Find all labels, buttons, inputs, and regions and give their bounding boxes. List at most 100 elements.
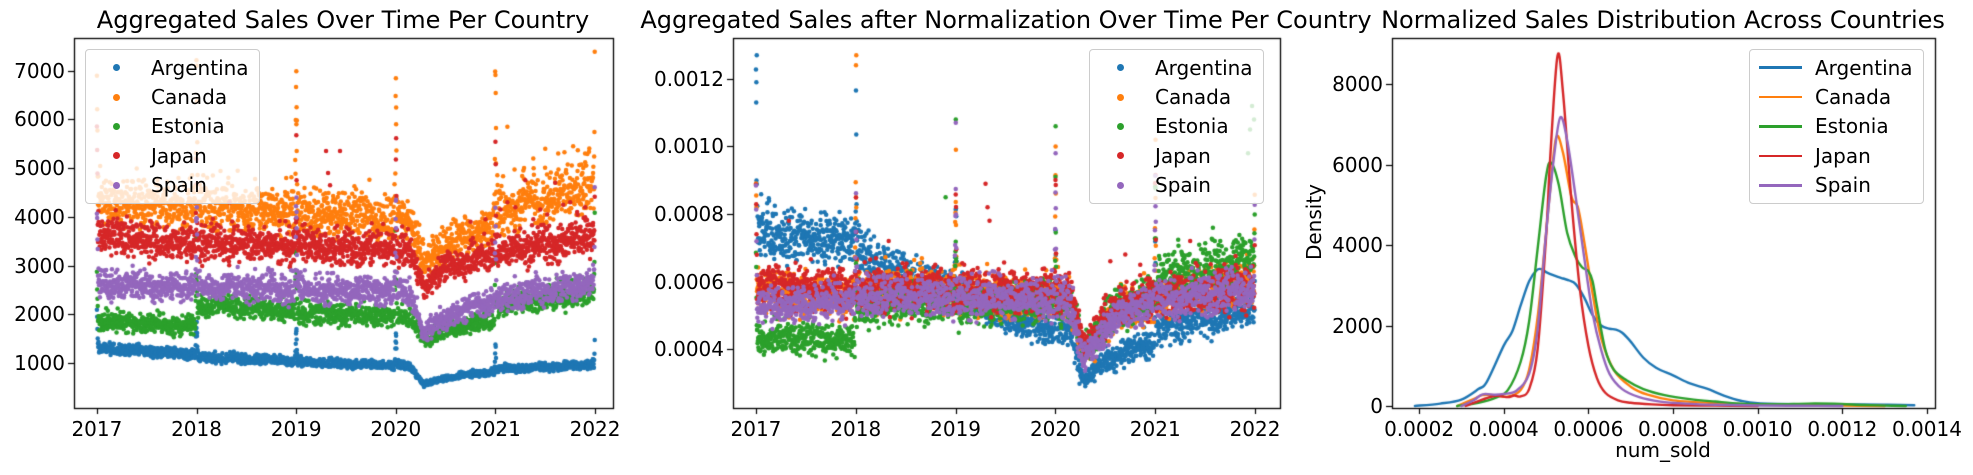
legend-label: Spain: [1155, 173, 1211, 198]
swatch-color: [1116, 64, 1124, 72]
legend-entry-canada: Canada: [86, 82, 259, 111]
x-tick-label: 2022: [1229, 417, 1281, 441]
swatch-color: [112, 122, 120, 130]
legend-line-swatch-icon: [1758, 66, 1802, 69]
x-tick-label: 2020: [370, 417, 422, 441]
x-tick-label: 2022: [569, 417, 621, 441]
y-tick-label: 7000: [14, 58, 65, 83]
legend-label: Japan: [151, 143, 207, 168]
legend-chart1: Argentina Canada Estonia Japan Spain: [85, 49, 260, 204]
legend-dot-swatch-icon: [94, 93, 138, 101]
legend-line-swatch-icon: [1758, 183, 1802, 187]
legend-label: Japan: [1155, 143, 1211, 168]
chart2-title: Aggregated Sales after Normalization Ove…: [640, 6, 1372, 34]
x-tick-label: 0.0010: [1722, 417, 1793, 441]
legend-entry-japan: Japan: [1090, 141, 1263, 170]
legend-line-swatch-icon: [1758, 95, 1802, 99]
swatch-color: [112, 93, 120, 101]
y-tick-label: 5000: [14, 156, 65, 181]
swatch-color: [112, 64, 120, 72]
legend-dot-swatch-icon: [1098, 93, 1142, 101]
legend-dot-swatch-icon: [94, 181, 138, 189]
x-tick-label: 2018: [830, 417, 882, 441]
swatch-color: [1758, 154, 1802, 158]
y-tick-label: 2000: [1332, 313, 1383, 338]
y-tick-label: 0.0012: [654, 66, 724, 91]
x-tick-label: 0.0006: [1553, 417, 1624, 441]
swatch-color: [1758, 125, 1802, 128]
legend-label: Argentina: [1815, 55, 1913, 80]
y-tick-label: 4000: [1332, 233, 1383, 258]
y-tick-label: 3000: [14, 253, 65, 278]
swatch-color: [1116, 181, 1124, 189]
legend-label: Spain: [151, 173, 207, 198]
legend-label: Estonia: [151, 114, 225, 139]
y-axis-label-density: Density: [1302, 183, 1326, 261]
legend-label: Canada: [1155, 85, 1232, 110]
legend-line-swatch-icon: [1758, 125, 1802, 128]
legend-label: Estonia: [1155, 114, 1229, 139]
x-tick-label: 2019: [930, 417, 982, 441]
legend-dot-swatch-icon: [1098, 152, 1142, 160]
chart3-title: Normalized Sales Distribution Across Cou…: [1381, 6, 1945, 34]
swatch-color: [1116, 93, 1124, 101]
swatch-color: [1758, 66, 1802, 69]
swatch-color: [1116, 122, 1124, 130]
legend-dot-swatch-icon: [1098, 181, 1142, 189]
y-tick-label: 0.0004: [654, 337, 724, 362]
legend-entry-spain: Spain: [1750, 171, 1923, 200]
legend-label: Canada: [151, 85, 228, 110]
y-tick-label: 0.0006: [654, 269, 724, 294]
swatch-color: [1758, 95, 1802, 99]
swatch-color: [112, 181, 120, 189]
legend-label: Canada: [1815, 85, 1892, 110]
legend-entry-spain: Spain: [86, 171, 259, 200]
legend-entry-argentina: Argentina: [1090, 53, 1263, 82]
legend-dot-swatch-icon: [1098, 64, 1142, 72]
legend-entry-japan: Japan: [1750, 141, 1923, 170]
legend-entry-spain: Spain: [1090, 171, 1263, 200]
legend-line-swatch-icon: [1758, 154, 1802, 158]
legend-label: Argentina: [151, 55, 249, 80]
x-tick-label: 2018: [171, 417, 222, 441]
legend-chart2: Argentina Canada Estonia Japan Spain: [1089, 49, 1264, 204]
legend-entry-japan: Japan: [86, 141, 259, 170]
legend-label: Estonia: [1815, 114, 1889, 139]
x-tick-label: 0.0014: [1891, 417, 1962, 441]
swatch-color: [1758, 183, 1802, 187]
chart1-title: Aggregated Sales Over Time Per Country: [96, 6, 590, 34]
y-tick-label: 6000: [1332, 152, 1383, 177]
x-tick-label: 0.0012: [1807, 417, 1878, 441]
y-tick-label: 4000: [14, 204, 65, 229]
x-axis-label-num-sold: num_sold: [1615, 438, 1711, 462]
x-tick-label: 2021: [469, 417, 521, 441]
y-tick-label: 8000: [1332, 72, 1383, 97]
y-tick-label: 6000: [14, 107, 65, 132]
legend-label: Argentina: [1155, 55, 1253, 80]
x-tick-label: 2017: [730, 417, 782, 441]
legend-label: Japan: [1815, 143, 1871, 168]
x-tick-label: 2019: [270, 417, 322, 441]
legend-entry-canada: Canada: [1090, 82, 1263, 111]
y-tick-label: 0.0008: [654, 202, 724, 227]
legend-chart3: Argentina Canada Estonia Japan Spain: [1749, 49, 1924, 204]
y-tick-label: 0: [1370, 393, 1383, 418]
legend-entry-argentina: Argentina: [1750, 53, 1923, 82]
legend-dot-swatch-icon: [94, 152, 138, 160]
swatch-color: [112, 152, 120, 160]
legend-entry-argentina: Argentina: [86, 53, 259, 82]
swatch-color: [1116, 152, 1124, 160]
y-tick-label: 0.0010: [654, 134, 724, 159]
x-tick-label: 2021: [1129, 417, 1181, 441]
x-tick-label: 0.0004: [1468, 417, 1539, 441]
y-tick-label: 2000: [14, 302, 65, 327]
legend-dot-swatch-icon: [1098, 122, 1142, 130]
x-tick-label: 0.0002: [1384, 417, 1455, 441]
legend-dot-swatch-icon: [94, 122, 138, 130]
legend-entry-estonia: Estonia: [1090, 112, 1263, 141]
x-tick-label: 0.0008: [1638, 417, 1709, 441]
legend-label: Spain: [1815, 173, 1871, 198]
x-tick-label: 2017: [71, 417, 123, 441]
y-tick-label: 1000: [14, 351, 65, 376]
